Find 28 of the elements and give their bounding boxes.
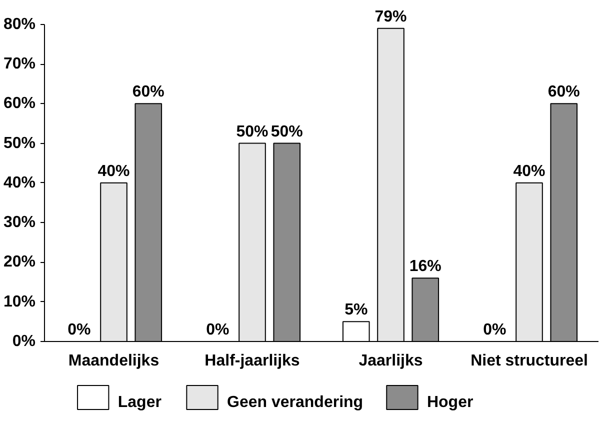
y-tick-label: 10% — [3, 293, 36, 310]
data-label: 60% — [548, 84, 580, 101]
data-label: 50% — [236, 123, 268, 140]
y-tick-label: 80% — [3, 16, 36, 33]
data-label: 0% — [206, 322, 230, 338]
y-tick-label: 20% — [3, 254, 36, 271]
legend-label: Lager — [118, 394, 162, 411]
y-tick-label: 70% — [3, 56, 36, 72]
y-tick-label: 0% — [12, 333, 36, 350]
x-tick-label: Jaarlijks — [358, 352, 423, 370]
legend-label: Geen verandering — [227, 394, 364, 411]
y-tick-label: 50% — [3, 134, 36, 152]
data-label: 40% — [98, 162, 130, 180]
x-tick-label: Maandelijks — [68, 352, 160, 370]
data-label: 50% — [270, 123, 303, 140]
x-tick-label: Niet structureel — [470, 352, 588, 370]
legend-label: Hoger — [426, 394, 474, 411]
x-tick-label: Half-jaarlijks — [204, 352, 300, 370]
data-label: 79% — [374, 8, 407, 26]
y-tick-label: 60% — [3, 95, 36, 112]
data-label: 0% — [483, 322, 506, 338]
data-label: 40% — [513, 162, 546, 180]
y-tick-label: 30% — [3, 214, 36, 232]
data-label: 60% — [132, 84, 164, 101]
data-label: 0% — [68, 322, 91, 338]
data-label: 16% — [409, 258, 442, 276]
y-tick-label: 40% — [3, 174, 36, 192]
data-label: 5% — [344, 302, 368, 319]
